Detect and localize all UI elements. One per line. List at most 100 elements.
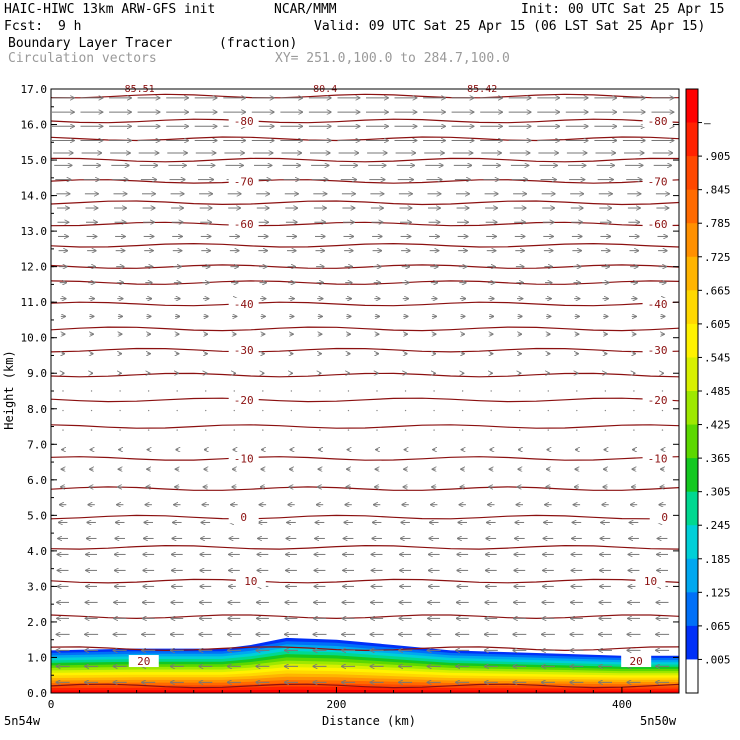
isotherm-line — [51, 424, 679, 429]
y-tick-label: 11.0 — [21, 296, 48, 309]
isotherm-labels: 20 20 10 10 0 0 -10 -10 -20 -20 -30 -30 -40 -40 -60 -60… — [119, 84, 680, 668]
vector-dot — [519, 409, 521, 412]
vector-dot — [404, 390, 407, 392]
vector-dot — [290, 429, 293, 431]
vector-dot — [604, 429, 607, 431]
y-axis: 0.0 1.0 2.0 3.0 4.0 5.0 6.0 7.0 8.0 9.0 10.0 11.0 12… — [21, 83, 679, 700]
field-units: (fraction) — [219, 36, 298, 51]
y-tick-label: 4.0 — [27, 545, 47, 558]
vector-dot — [90, 409, 93, 412]
vector-dot — [433, 429, 435, 431]
vector-dot — [90, 429, 93, 431]
vector-dot — [176, 390, 178, 392]
org-label: NCAR/MMM — [274, 2, 337, 17]
right-endpoint-label: 5n50w — [640, 714, 677, 728]
y-axis-label: Height (km) — [2, 350, 16, 429]
vector-dot — [519, 429, 521, 431]
vector-dot — [376, 390, 378, 392]
x-axis-label: Distance (km) — [322, 714, 416, 728]
x-tick-label: 400 — [612, 698, 632, 711]
isotherm-label-bg — [642, 218, 673, 231]
isotherm-label-bg — [642, 452, 673, 465]
colorbar-swatch — [686, 256, 698, 291]
vector-dot — [176, 429, 178, 431]
vector-dot — [633, 390, 635, 392]
vector-dot — [604, 390, 607, 392]
isotherm-line — [51, 280, 679, 285]
colorbar-swatch — [686, 625, 698, 660]
isotherm-label: 10 — [244, 575, 257, 588]
vector-dot — [233, 390, 235, 392]
isotherm-line — [51, 136, 679, 142]
colorbar-label: .185 — [704, 553, 731, 566]
vector-dot — [147, 390, 150, 392]
y-tick-label: 6.0 — [27, 474, 47, 487]
vector-dot — [433, 409, 435, 412]
y-tick-label: 1.0 — [27, 651, 47, 664]
isotherm-label: -70 — [648, 175, 668, 188]
vector-dot — [519, 390, 521, 392]
isotherm-line — [51, 578, 679, 584]
vector-dot — [319, 429, 321, 431]
field-name: Boundary Layer Tracer — [8, 36, 173, 51]
colorbar-label: .245 — [704, 519, 731, 532]
isotherm-label-bg — [228, 218, 259, 231]
colorbar-swatch — [686, 357, 698, 392]
isotherm-label-bg — [635, 575, 666, 588]
vector-dot — [233, 429, 235, 431]
colorbar: – .905 .845 .785 .725 .665 .605 .545 .485 .425 .36… — [685, 88, 731, 694]
colorbar-label: .065 — [704, 620, 731, 633]
colorbar-label: .725 — [704, 251, 731, 264]
isotherm-label-bg — [228, 393, 259, 406]
vector-dot — [576, 429, 578, 431]
isotherm-line — [51, 179, 679, 184]
vector-dot — [661, 409, 664, 412]
y-tick-label: 3.0 — [27, 580, 47, 593]
colorbar-label: .665 — [704, 284, 731, 297]
colorbar-label: .545 — [704, 351, 731, 364]
colorbar-swatch — [686, 223, 698, 258]
colorbar-label: – — [704, 117, 711, 130]
isotherm-label: 0 — [240, 511, 247, 524]
isotherm-label: 10 — [644, 575, 657, 588]
isotherm-label-bg — [228, 452, 259, 465]
isotherm-label: -60 — [648, 218, 668, 231]
vector-dot — [62, 390, 64, 392]
vector-dot — [262, 390, 264, 392]
vector-dot — [461, 390, 464, 392]
colorbar-label: .125 — [704, 586, 731, 599]
colorbar-swatch — [686, 122, 698, 157]
vector-dot — [661, 390, 664, 392]
circulation-vectors — [52, 98, 702, 682]
vector-dot — [404, 409, 407, 412]
x-axis: 0 200 400 — [48, 687, 651, 711]
isotherm-label: -10 — [234, 453, 254, 466]
isotherm-label: 20 — [137, 655, 150, 668]
y-tick-label: 0.0 — [27, 687, 47, 700]
y-tick-label: 12.0 — [21, 261, 48, 274]
vector-dot — [490, 409, 492, 412]
isotherm-label: 0 — [661, 511, 668, 524]
vector-dot — [433, 390, 435, 392]
isotherm-label: -80 — [234, 115, 254, 128]
isotherm-line — [51, 397, 679, 403]
isotherm-label-bg — [642, 175, 673, 188]
isotherm-line — [51, 514, 679, 520]
y-tick-label: 5.0 — [27, 509, 47, 522]
colorbar-label: .845 — [704, 184, 731, 197]
colorbar-swatch — [686, 323, 698, 358]
isotherm-label-bg — [642, 344, 673, 357]
forecast-hour: 9 h — [58, 19, 82, 34]
vector-dot — [547, 390, 549, 392]
colorbar-label: .485 — [704, 385, 731, 398]
colorbar-label: .365 — [704, 452, 731, 465]
vector-dot — [319, 409, 321, 412]
y-tick-label: 16.0 — [21, 119, 48, 132]
isotherm-line — [51, 683, 679, 689]
isotherm-label: -20 — [648, 394, 668, 407]
vector-dot — [547, 409, 549, 412]
model-title: HAIC-HIWC 13km ARW-GFS init — [4, 2, 216, 17]
colorbar-label: .305 — [704, 486, 731, 499]
colorbar-swatch — [686, 525, 698, 560]
colorbar-label: .785 — [704, 217, 731, 230]
